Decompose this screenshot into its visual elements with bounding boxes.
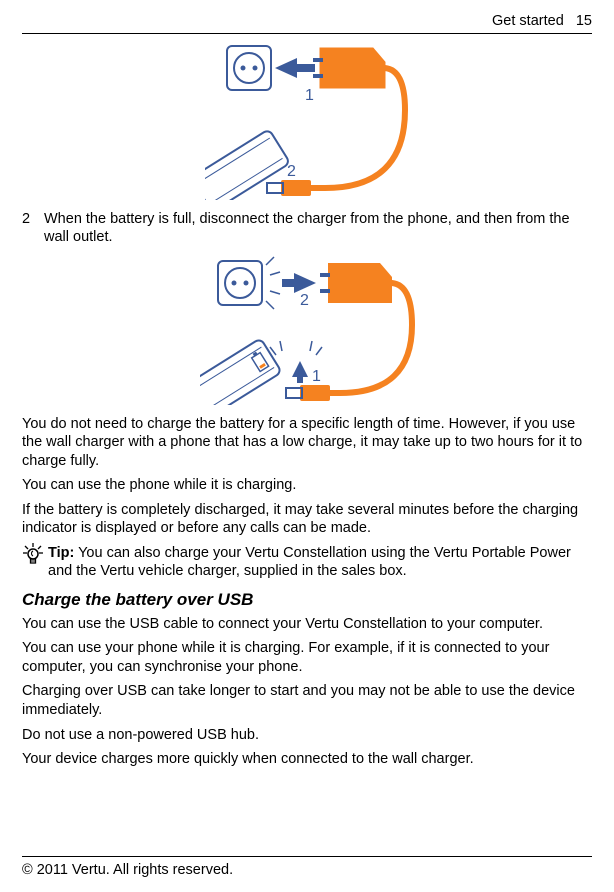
step-number: 2: [22, 210, 44, 247]
copyright-text: © 2011 Vertu. All rights reserved.: [22, 862, 233, 878]
tip-body: You can also charge your Vertu Constella…: [48, 545, 571, 580]
diagram1-label-1: 1: [305, 87, 314, 104]
step-text: When the battery is full, disconnect the…: [44, 210, 592, 247]
tip-label: Tip:: [48, 545, 74, 561]
tip-row: Tip: You can also charge your Vertu Cons…: [22, 544, 592, 581]
para-a-0: You do not need to charge the battery fo…: [22, 415, 592, 471]
para-b-0: You can use the USB cable to connect you…: [22, 615, 592, 634]
section-heading-usb: Charge the battery over USB: [22, 589, 592, 611]
diagram2-label-2: 2: [300, 292, 309, 309]
lightbulb-icon: [22, 542, 44, 572]
page-header: Get started 15: [22, 12, 592, 34]
disconnect-charger-diagram: 2 1: [22, 255, 592, 405]
diagram2-label-1: 1: [312, 368, 321, 385]
header-page-number: 15: [576, 13, 592, 29]
para-a-1: You can use the phone while it is chargi…: [22, 476, 592, 495]
para-a-2: If the battery is completely discharged,…: [22, 501, 592, 538]
diagram1-label-2: 2: [287, 163, 296, 180]
header-section-title: Get started: [492, 13, 564, 29]
para-b-3: Do not use a non-powered USB hub.: [22, 726, 592, 745]
step-2-row: 2 When the battery is full, disconnect t…: [22, 210, 592, 247]
para-b-1: You can use your phone while it is charg…: [22, 639, 592, 676]
para-b-4: Your device charges more quickly when co…: [22, 750, 592, 769]
tip-text-wrapper: Tip: You can also charge your Vertu Cons…: [48, 544, 592, 581]
page-footer: © 2011 Vertu. All rights reserved.: [22, 856, 592, 880]
connect-charger-diagram: 1 2: [22, 40, 592, 200]
para-b-2: Charging over USB can take longer to sta…: [22, 682, 592, 719]
